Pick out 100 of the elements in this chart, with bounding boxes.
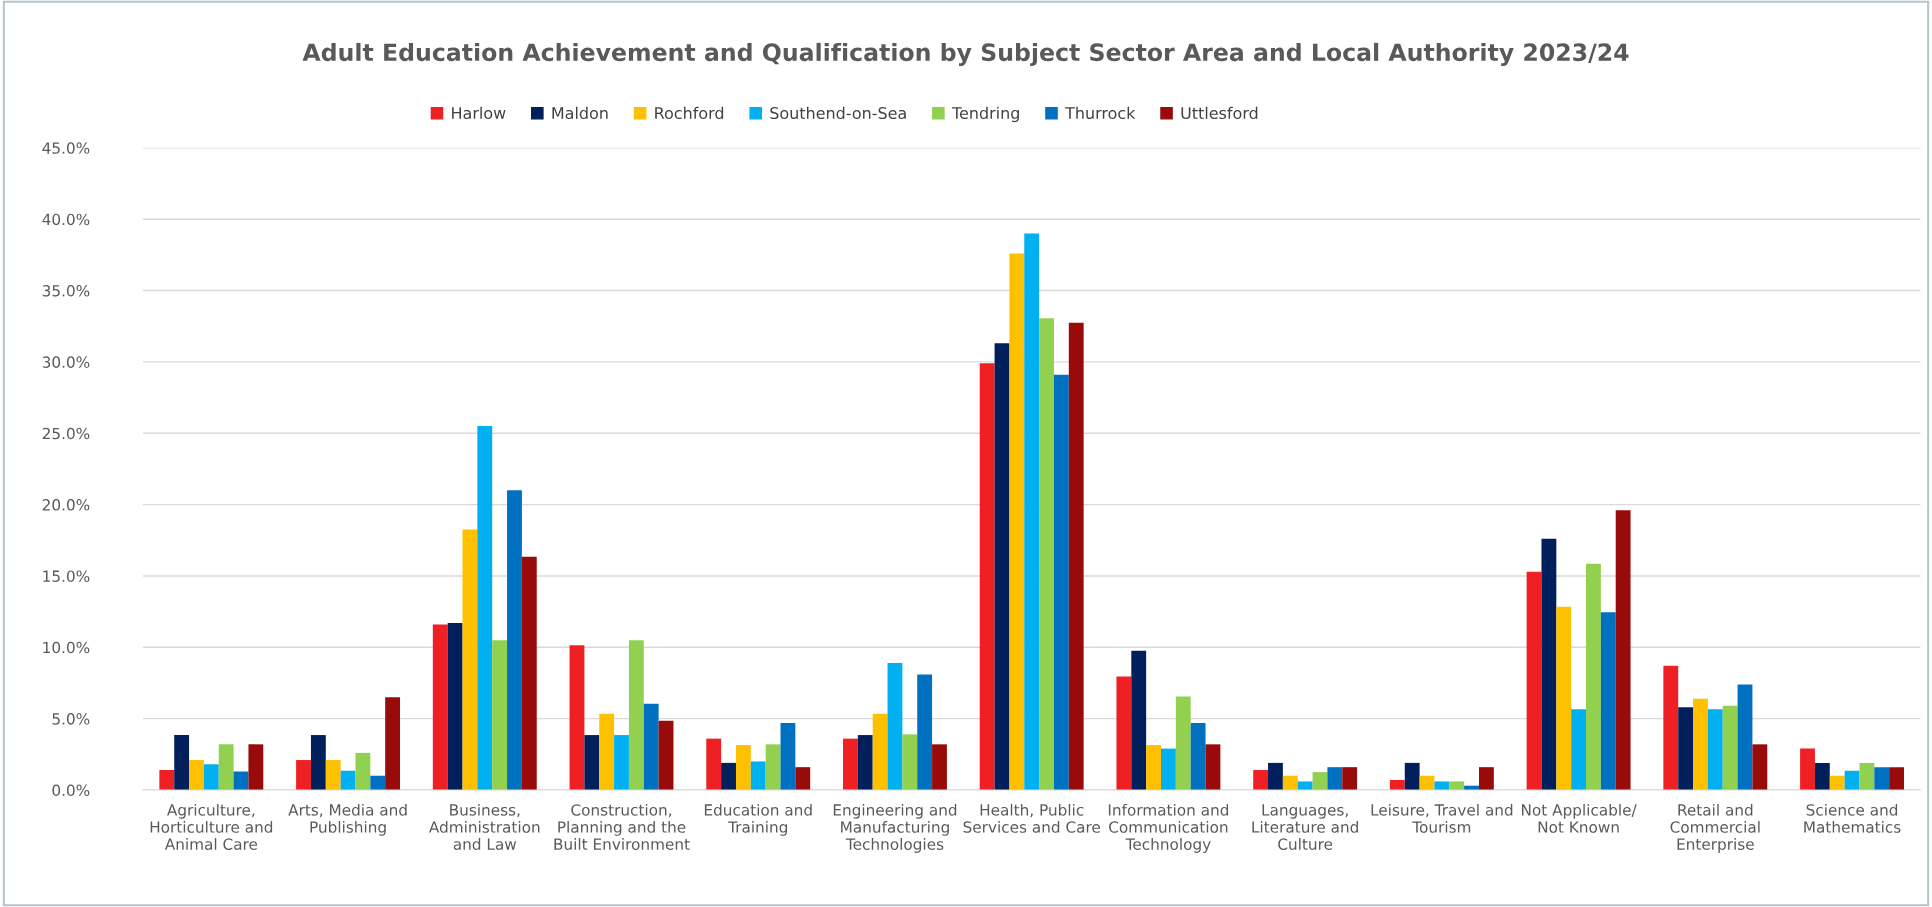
bar — [1814, 762, 1830, 790]
bar — [1389, 780, 1405, 790]
x-tick-label: Engineering and Manufacturing Technologies — [833, 803, 957, 853]
bar — [584, 735, 600, 790]
bar — [765, 744, 781, 790]
bar — [1404, 762, 1420, 790]
legend-label: Rochford — [655, 106, 724, 120]
x-tick-label: Not Applicable/ Not Known — [1521, 803, 1637, 833]
bar — [721, 762, 736, 790]
y-tick-label: 35.0% — [42, 285, 90, 297]
bar — [248, 744, 264, 790]
bar — [1663, 665, 1679, 790]
bar — [614, 735, 629, 790]
legend-label: Harlow — [452, 106, 506, 120]
legend-label: Tendring — [951, 106, 1019, 123]
x-tick-label: Education and Training — [704, 803, 812, 836]
bar — [174, 735, 190, 790]
bar — [1312, 772, 1328, 790]
bar — [1722, 705, 1738, 790]
bar — [1889, 767, 1904, 790]
bar — [370, 775, 386, 790]
bar — [432, 624, 448, 790]
bar — [521, 556, 537, 790]
x-tick-label: Information and Communication Technology — [1108, 803, 1229, 853]
bar — [1449, 781, 1465, 790]
bar — [492, 640, 508, 790]
y-tick-label: 45.0% — [42, 142, 90, 154]
bar — [628, 640, 644, 790]
bar — [385, 697, 401, 790]
bar — [1297, 781, 1313, 790]
bar — [1707, 709, 1723, 790]
bar — [1024, 233, 1040, 790]
bar — [887, 662, 903, 790]
legend-label: Maldon — [552, 106, 608, 120]
y-tick-label: 30.0% — [42, 356, 90, 368]
bar — [159, 770, 175, 790]
bar — [296, 760, 311, 790]
x-tick-label: Retail and Commercial Enterprise — [1670, 803, 1760, 853]
legend-label: Southend-on-Sea — [770, 106, 906, 120]
bar — [1116, 676, 1132, 790]
bar — [507, 490, 522, 790]
x-tick-label: Languages, Literature and Culture — [1252, 804, 1358, 850]
x-tick-label: Leisure, Travel and Tourism — [1371, 803, 1513, 833]
x-tick-label: Construction, Planning and the Built Environment — [554, 803, 690, 850]
bar — [1053, 374, 1069, 790]
bar — [1586, 563, 1601, 790]
legend-label: Uttlesford — [1181, 106, 1258, 120]
chart-title: Adult Education Achievement and Qualification by Subject Sector Area and Local Authority 2023/24 — [302, 42, 1629, 66]
bar — [1039, 318, 1054, 790]
bar — [857, 735, 873, 790]
bar — [1146, 745, 1161, 790]
bar — [658, 720, 674, 790]
bar — [189, 760, 204, 790]
bar — [569, 645, 585, 790]
bar — [1571, 709, 1587, 790]
y-tick-label: 15.0% — [43, 570, 90, 582]
y-tick-label: 20.0% — [42, 499, 90, 511]
bar — [1556, 606, 1572, 790]
bar — [1874, 767, 1890, 790]
bar — [1600, 612, 1616, 790]
bar — [1615, 510, 1631, 790]
bar — [1678, 707, 1694, 790]
bar — [979, 363, 995, 790]
bar — [643, 703, 659, 790]
bar — [1829, 775, 1845, 790]
bar — [218, 744, 234, 790]
x-tick-label: Agriculture, Horticulture and Animal Care — [150, 803, 273, 850]
bar — [203, 764, 219, 790]
bar — [932, 744, 947, 790]
bar — [1800, 748, 1815, 790]
bar — [1541, 538, 1557, 790]
bar — [1434, 781, 1450, 790]
bar — [917, 674, 933, 790]
bar — [1190, 722, 1206, 790]
bar — [1282, 775, 1298, 790]
y-tick-label: 40.0% — [42, 213, 90, 226]
bar — [706, 738, 722, 790]
bar — [1131, 650, 1147, 790]
bar — [1342, 767, 1358, 790]
bar — [1268, 762, 1283, 790]
bar — [1737, 684, 1753, 790]
bar — [1205, 744, 1221, 790]
y-tick-label: 5.0% — [52, 713, 90, 725]
bar — [355, 752, 371, 790]
bar — [447, 623, 463, 790]
bar — [735, 745, 751, 790]
x-tick-label: Business, Administration and Law — [429, 803, 540, 850]
bar — [1478, 767, 1494, 790]
bar — [477, 426, 493, 790]
y-tick-label: 10.0% — [43, 641, 90, 654]
bar — [1526, 571, 1542, 790]
bar — [994, 343, 1010, 790]
bar — [310, 735, 326, 790]
legend-label: Thurrock — [1065, 106, 1136, 120]
bar — [902, 734, 918, 790]
y-tick-label: 25.0% — [42, 427, 90, 440]
bar — [872, 713, 888, 790]
bar — [1253, 770, 1269, 790]
bar — [780, 722, 796, 790]
bar — [1693, 698, 1708, 790]
